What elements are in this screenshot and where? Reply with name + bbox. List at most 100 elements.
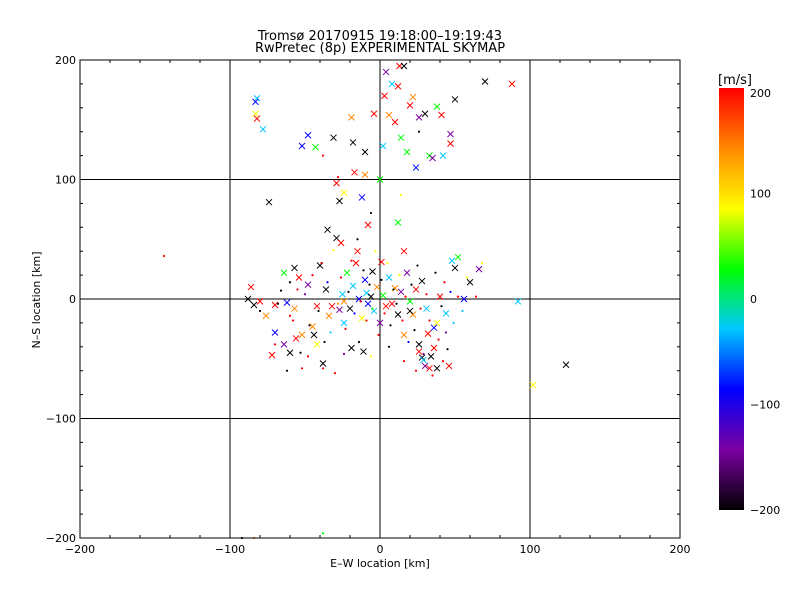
cross-stroke (343, 269, 351, 277)
cross-marker (250, 301, 258, 309)
cross-marker (420, 356, 427, 364)
cross-marker (378, 258, 385, 266)
dot-marker (299, 351, 302, 354)
dot-marker (401, 319, 404, 322)
cross-stroke (364, 300, 372, 308)
dot-marker (357, 340, 361, 344)
cross-stroke (385, 111, 393, 119)
dot-marker (449, 290, 452, 293)
x-tick-label: −100 (215, 543, 245, 556)
dot-marker (395, 302, 398, 305)
cross-stroke (358, 314, 366, 322)
cross-marker (363, 289, 370, 297)
cross-stroke (385, 274, 393, 281)
cross-marker (256, 298, 264, 305)
cross-marker (412, 286, 420, 293)
cross-marker (339, 290, 346, 298)
cross-marker (391, 118, 399, 126)
dot-marker (437, 338, 440, 341)
cross-marker (439, 152, 447, 159)
cross-marker (333, 179, 340, 187)
dot-marker (374, 250, 377, 253)
cross-stroke (310, 331, 318, 339)
cross-stroke (448, 257, 456, 265)
cross-marker (423, 305, 430, 312)
cross-marker (436, 293, 444, 300)
cross-stroke (433, 103, 441, 110)
x-axis-label: E–W location [km] (330, 557, 430, 570)
cross-stroke (394, 82, 402, 90)
cross-stroke (388, 300, 396, 308)
cross-marker (351, 168, 358, 176)
cross-marker (373, 283, 381, 291)
dot-marker (404, 295, 407, 298)
dot-marker (383, 312, 386, 315)
cross-stroke (354, 247, 361, 255)
cross-stroke (376, 319, 384, 327)
dot-marker (407, 340, 410, 344)
cross-marker (364, 300, 372, 308)
cross-stroke (252, 110, 259, 118)
cross-stroke (349, 282, 357, 290)
cross-marker (291, 264, 298, 272)
cross-marker (340, 189, 348, 196)
cross-stroke (283, 299, 291, 306)
cross-marker (309, 323, 316, 330)
cross-marker (313, 302, 321, 310)
cross-marker (397, 134, 405, 142)
cross-stroke (352, 259, 360, 267)
cross-stroke (451, 96, 459, 103)
cross-stroke (370, 307, 378, 315)
cross-marker (247, 283, 255, 291)
dot-marker (317, 309, 320, 313)
dot-marker (422, 352, 425, 356)
chart-subtitle: RwPretec (8p) EXPERIMENTAL SKYMAP (255, 41, 505, 56)
cross-stroke (415, 341, 423, 348)
cross-marker (354, 247, 361, 255)
cross-marker (438, 111, 445, 119)
cross-marker (361, 276, 369, 284)
cross-marker (358, 314, 366, 322)
cross-stroke (271, 329, 279, 336)
cross-marker (415, 341, 423, 348)
dot-marker (344, 327, 347, 330)
dot-marker (402, 360, 406, 363)
cross-marker (271, 301, 279, 309)
cross-stroke (291, 264, 298, 272)
cross-stroke (442, 309, 450, 317)
colorbar-tick-label: 100 (750, 188, 771, 201)
cross-stroke (312, 143, 319, 151)
cross-stroke (291, 305, 298, 312)
plot-area (79, 59, 681, 540)
cross-marker (361, 148, 369, 156)
cross-stroke (309, 323, 316, 330)
cross-stroke (330, 134, 337, 142)
cross-stroke (382, 68, 390, 76)
y-tick-label: −100 (46, 413, 76, 426)
cross-stroke (409, 311, 417, 318)
colorbar-tick-label: 200 (750, 87, 771, 100)
cross-marker (433, 103, 441, 110)
cross-stroke (394, 219, 402, 226)
cross-marker (379, 292, 387, 299)
cross-marker (426, 364, 433, 372)
cross-stroke (324, 226, 331, 234)
dot-marker (336, 302, 340, 305)
cross-marker (376, 176, 384, 183)
cross-marker (280, 341, 288, 348)
cross-stroke (397, 288, 405, 296)
cross-stroke (313, 341, 321, 348)
cross-marker (451, 96, 459, 103)
cross-marker (324, 226, 331, 234)
cross-marker (394, 311, 402, 318)
dot-marker (461, 309, 464, 313)
cross-marker (397, 288, 405, 296)
x-tick-label: 0 (377, 543, 384, 556)
cross-marker (298, 331, 306, 339)
cross-marker (361, 171, 369, 179)
cross-stroke (529, 381, 537, 389)
colorbar-unit-label: [m/s] (718, 73, 752, 88)
dot-marker (434, 271, 437, 274)
cross-marker (286, 349, 294, 357)
